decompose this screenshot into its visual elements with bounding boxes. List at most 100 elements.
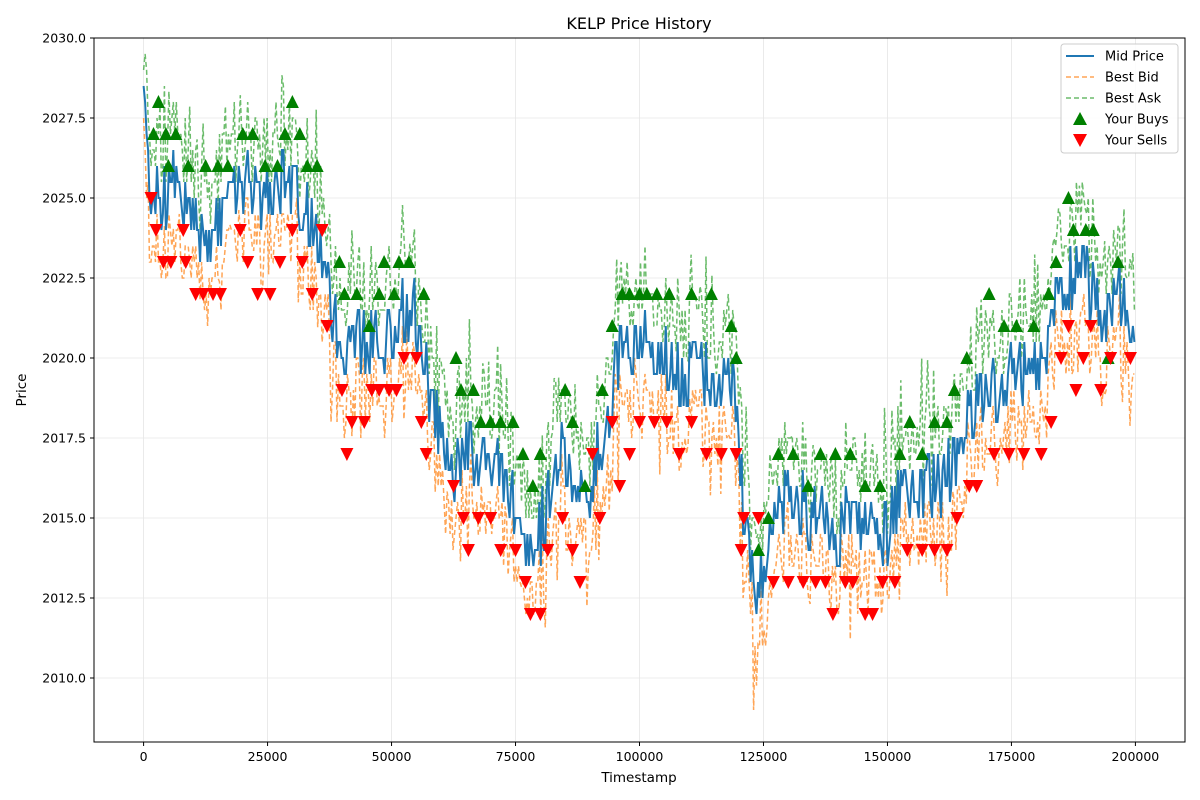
- buy-marker: [387, 287, 401, 300]
- sell-marker: [523, 608, 537, 621]
- sell-marker: [970, 480, 984, 493]
- sell-marker: [345, 416, 359, 429]
- sell-marker: [241, 256, 255, 269]
- buy-marker: [685, 287, 699, 300]
- sell-marker: [1054, 352, 1068, 365]
- buy-marker: [278, 127, 292, 140]
- sell-marker: [263, 288, 277, 301]
- buy-marker: [169, 127, 183, 140]
- sell-marker: [390, 384, 404, 397]
- legend-your-sells: Your Sells: [1104, 134, 1167, 149]
- buy-marker: [494, 415, 508, 428]
- buy-marker: [449, 351, 463, 364]
- buy-marker: [982, 287, 996, 300]
- buy-marker: [246, 127, 260, 140]
- x-tick-label: 75000: [496, 749, 536, 764]
- sell-marker: [494, 544, 508, 557]
- sell-marker: [541, 544, 555, 557]
- buy-marker: [915, 447, 929, 460]
- sell-marker: [734, 544, 748, 557]
- sell-marker: [729, 448, 743, 461]
- sell-marker: [196, 288, 210, 301]
- sell-marker: [233, 224, 247, 237]
- sell-marker: [647, 416, 661, 429]
- buy-marker: [161, 159, 175, 172]
- buy-marker: [151, 95, 165, 108]
- sell-marker: [915, 544, 929, 557]
- buy-marker: [801, 479, 815, 492]
- sell-marker: [888, 576, 902, 589]
- sell-marker: [987, 448, 1001, 461]
- sell-marker: [179, 256, 193, 269]
- y-axis-label: Price: [14, 374, 30, 407]
- sell-marker: [295, 256, 309, 269]
- buy-marker: [506, 415, 520, 428]
- sell-marker: [1123, 352, 1137, 365]
- chart-title: KELP Price History: [566, 14, 711, 33]
- sell-marker: [305, 288, 319, 301]
- y-tick-label: 2027.5: [42, 111, 86, 126]
- sell-marker: [372, 384, 386, 397]
- buy-marker: [558, 383, 572, 396]
- buy-marker: [293, 127, 307, 140]
- buy-marker: [526, 479, 540, 492]
- sell-marker: [781, 576, 795, 589]
- sell-marker: [397, 352, 411, 365]
- sell-marker: [940, 544, 954, 557]
- buy-marker: [199, 159, 213, 172]
- sell-marker: [585, 448, 599, 461]
- x-tick-label: 25000: [248, 749, 288, 764]
- buy-marker: [903, 415, 917, 428]
- buy-marker: [858, 479, 872, 492]
- sell-marker: [414, 416, 428, 429]
- buy-marker: [704, 287, 718, 300]
- legend-box: [1060, 43, 1179, 154]
- sell-marker: [605, 416, 619, 429]
- sell-marker: [518, 576, 532, 589]
- sell-marker: [149, 224, 163, 237]
- sell-marker: [144, 192, 158, 205]
- legend-best-ask: Best Ask: [1105, 92, 1162, 107]
- sell-marker: [533, 608, 547, 621]
- sell-marker: [573, 576, 587, 589]
- buy-marker: [417, 287, 431, 300]
- buy-marker: [640, 287, 654, 300]
- buy-marker: [578, 479, 592, 492]
- sell-marker: [672, 448, 686, 461]
- buy-marker: [362, 319, 376, 332]
- sell-marker: [213, 288, 227, 301]
- y-tick-label: 2030.0: [42, 31, 86, 46]
- buy-marker: [771, 447, 785, 460]
- sell-marker: [846, 576, 860, 589]
- buy-marker: [402, 255, 416, 268]
- sell-marker: [509, 544, 523, 557]
- buy-marker: [484, 415, 498, 428]
- sell-marker: [340, 448, 354, 461]
- sell-marker: [456, 512, 470, 525]
- sell-marker: [1002, 448, 1016, 461]
- sell-marker: [826, 608, 840, 621]
- buy-marker: [873, 479, 887, 492]
- best-ask-line: [142, 53, 1136, 551]
- y-tick-label: 2020.0: [42, 351, 86, 366]
- sell-marker: [714, 448, 728, 461]
- sell-marker: [866, 608, 880, 621]
- sell-marker: [1069, 384, 1083, 397]
- sell-marker: [556, 512, 570, 525]
- x-tick-label: 50000: [372, 749, 412, 764]
- x-tick-label: 125000: [740, 749, 788, 764]
- buy-marker: [843, 447, 857, 460]
- buy-marker: [258, 159, 272, 172]
- buy-marker: [159, 127, 173, 140]
- sell-marker: [419, 448, 433, 461]
- buy-marker: [662, 287, 676, 300]
- sell-marker: [766, 576, 780, 589]
- buy-marker: [211, 159, 225, 172]
- y-tick-label: 2012.5: [42, 591, 86, 606]
- sell-marker: [1076, 352, 1090, 365]
- buy-marker: [940, 415, 954, 428]
- sell-marker: [320, 320, 334, 333]
- legend-sell-triangle-down-icon: [1073, 134, 1087, 147]
- buy-marker: [1042, 287, 1056, 300]
